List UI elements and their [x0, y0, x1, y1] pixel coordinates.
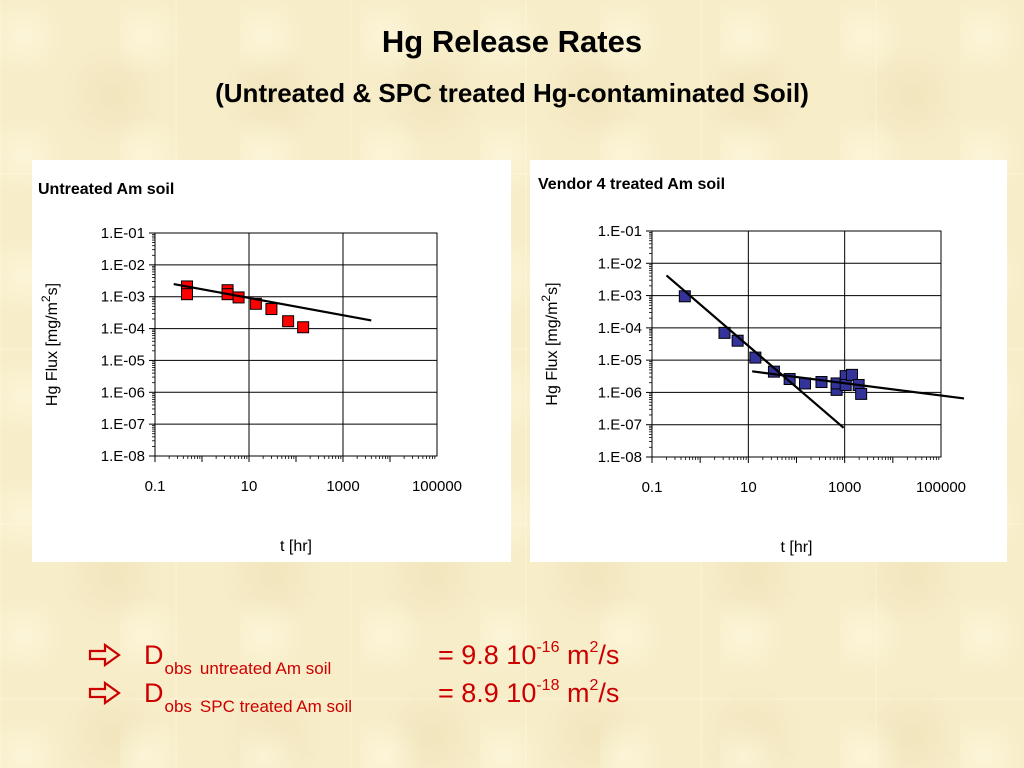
data-point — [718, 326, 731, 339]
y-tick-label: 1.E-03 — [101, 289, 145, 306]
axis-ticks — [149, 232, 436, 462]
y-axis-label: Hg Flux [mg/m2s] — [539, 282, 561, 405]
arrow-right-icon — [88, 642, 121, 668]
x-tick-label: 100000 — [412, 478, 462, 495]
data-point — [783, 373, 796, 386]
chart-panel-treated: Vendor 4 treated Am soil 1.E-08 1.E-07 1.E-… — [530, 160, 1007, 562]
axis-ticks — [646, 230, 940, 463]
slide-title: Hg Release Rates — [381, 24, 643, 59]
y-tick-label: 1.E-05 — [598, 352, 642, 369]
fit-line — [665, 274, 845, 429]
plot-area — [154, 232, 438, 457]
slide-subtitle: (Untreated & SPC treated Hg-contaminated… — [215, 78, 809, 108]
subscript-desc: SPC treated Am soil — [199, 697, 353, 716]
y-tick-label: 1.E-04 — [101, 321, 145, 338]
diffusivity-value: = 8.9 10 — [438, 678, 537, 708]
y-tick-label: 1.E-07 — [101, 416, 145, 433]
unit: m — [559, 640, 590, 670]
x-tick-label: 1000 — [326, 478, 359, 495]
subscript-desc: untreated Am soil — [199, 659, 332, 678]
diffusivity-symbol: D — [144, 678, 164, 708]
y-axis-label: Hg Flux [mg/m2s] — [39, 283, 61, 406]
subscript-obs: obs — [164, 697, 192, 716]
x-tick-label: 100000 — [916, 479, 966, 496]
arrow-right-icon — [88, 680, 121, 706]
data-point — [297, 321, 310, 334]
y-tick-label: 1.E-05 — [101, 352, 145, 369]
y-tick-label: 1.E-02 — [598, 255, 642, 272]
data-point — [855, 387, 868, 400]
y-tick-label: 1.E-01 — [101, 225, 145, 242]
plot-area — [651, 230, 942, 458]
unit-exponent: 2 — [589, 639, 599, 656]
data-point — [749, 351, 762, 364]
y-tick-label: 1.E-08 — [598, 449, 642, 466]
unit-tail: /s — [598, 678, 620, 708]
data-point — [846, 368, 859, 381]
x-tick-label: 0.1 — [145, 478, 166, 495]
diffusivity-value: = 9.8 10 — [438, 640, 537, 670]
gridlines — [155, 232, 437, 457]
data-point — [181, 288, 194, 301]
result-treated: Dobs SPC treated Am soil = 8.9 10-18 m2/s — [88, 677, 788, 716]
chart-treated: Vendor 4 treated Am soil 1.E-08 1.E-07 1.E-… — [538, 176, 966, 556]
exponent: -16 — [536, 639, 560, 656]
fit-line — [752, 370, 965, 400]
exponent: -18 — [536, 677, 560, 694]
y-tick-label: 1.E-01 — [598, 223, 642, 240]
y-tick-label: 1.E-02 — [101, 257, 145, 274]
y-tick-label: 1.E-06 — [598, 384, 642, 401]
y-tick-label: 1.E-04 — [598, 320, 642, 337]
diffusion-results: Dobs untreated Am soil = 9.8 10-16 m2/s D… — [88, 639, 788, 716]
y-tick-label: 1.E-06 — [101, 384, 145, 401]
data-point — [839, 378, 852, 391]
y-tick-label: 1.E-07 — [598, 417, 642, 434]
data-point — [815, 376, 828, 389]
x-tick-label: 10 — [740, 479, 757, 496]
result-untreated: Dobs untreated Am soil = 9.8 10-16 m2/s — [88, 639, 788, 678]
gridlines — [652, 230, 941, 458]
chart-title: Vendor 4 treated Am soil — [538, 176, 725, 193]
unit: m — [559, 678, 590, 708]
y-tick-label: 1.E-08 — [101, 448, 145, 465]
subscript-obs: obs — [164, 659, 192, 678]
x-axis-label: t [hr] — [780, 539, 812, 556]
diffusivity-symbol: D — [144, 640, 164, 670]
y-tick-label: 1.E-03 — [598, 288, 642, 305]
unit-tail: /s — [598, 640, 620, 670]
x-tick-label: 10 — [241, 478, 258, 495]
data-point — [265, 303, 278, 316]
x-tick-label: 0.1 — [642, 479, 663, 496]
chart-panel-untreated: Untreated Am soil 1.E-08 1.E-07 1.E-06 1.E-0… — [32, 160, 511, 562]
chart-title: Untreated Am soil — [38, 181, 174, 198]
chart-untreated: Untreated Am soil 1.E-08 1.E-07 1.E-06 1.E-0… — [38, 181, 462, 555]
unit-exponent: 2 — [589, 677, 599, 694]
fit-line — [173, 282, 372, 322]
x-axis-label: t [hr] — [280, 538, 312, 555]
data-point — [282, 315, 295, 328]
x-tick-label: 1000 — [828, 479, 861, 496]
